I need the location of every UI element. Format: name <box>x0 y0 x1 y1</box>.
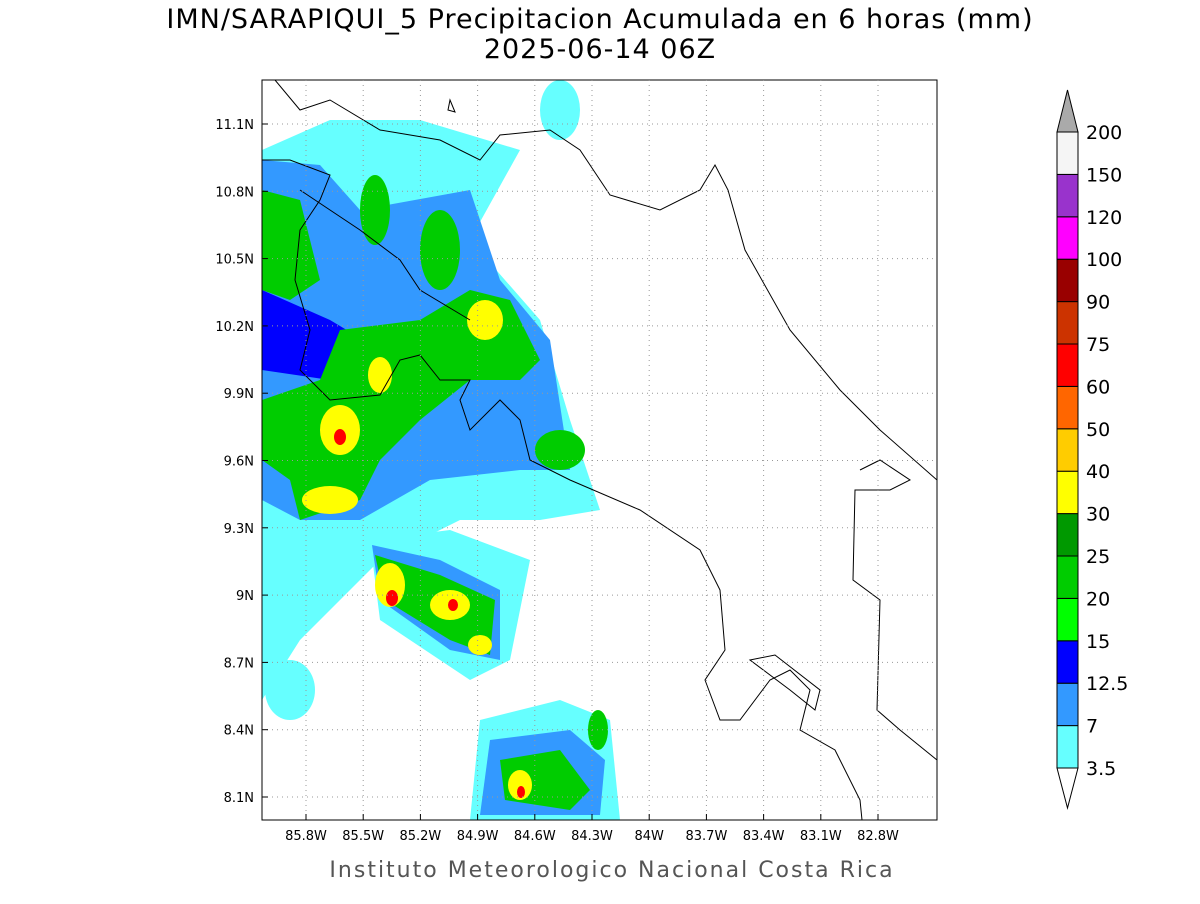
precipitation-field <box>262 80 620 820</box>
lon-tick-label: 84W <box>635 829 665 844</box>
lat-tick-label: 9.6N <box>224 455 254 470</box>
lat-tick-label: 8.1N <box>224 791 254 806</box>
colorbar-box <box>1056 470 1079 515</box>
colorbar-box <box>1056 301 1079 345</box>
lat-tick-label: 8.7N <box>224 656 254 671</box>
colorbar-label: 15 <box>1086 631 1110 653</box>
lon-tick-label: 83.7W <box>686 829 728 844</box>
lat-tick-label: 10.5N <box>215 253 254 268</box>
lon-tick-label: 85.8W <box>285 829 327 844</box>
colorbar-box <box>1056 555 1079 599</box>
footer: Instituto Meteorologico Nacional Costa R… <box>329 858 894 883</box>
colorbar-label: 200 <box>1086 122 1122 144</box>
lat-tick-label: 9.9N <box>224 387 254 402</box>
colorbar-label: 75 <box>1086 334 1110 356</box>
colorbar-label: 30 <box>1086 504 1110 526</box>
colorbar-label: 40 <box>1086 461 1110 483</box>
colorbar-box <box>1056 173 1079 218</box>
colorbar-label: 150 <box>1086 164 1122 186</box>
colorbar-label: 120 <box>1086 207 1122 229</box>
lon-tick-label: 84.9W <box>457 829 499 844</box>
lon-tick-label: 85.2W <box>399 829 441 844</box>
colorbar-label: 25 <box>1086 546 1110 568</box>
colorbar-label: 100 <box>1086 249 1122 271</box>
colorbar-over <box>1056 89 1079 133</box>
colorbar-box <box>1056 216 1079 260</box>
coastlines <box>262 80 937 820</box>
lat-tick-label: 10.2N <box>215 320 254 335</box>
colorbar-label: 60 <box>1086 376 1110 398</box>
lon-tick-label: 84.6W <box>514 829 556 844</box>
colorbar-label: 20 <box>1086 588 1110 610</box>
colorbar-box <box>1056 597 1079 642</box>
lat-tick-label: 8.4N <box>224 724 254 739</box>
lat-tick-label: 9.3N <box>224 522 254 537</box>
lon-tick-label: 83.4W <box>743 829 785 844</box>
lon-tick-label: 85.5W <box>342 829 384 844</box>
colorbar-box <box>1056 428 1079 472</box>
lat-tick-label: 9N <box>236 589 254 604</box>
lon-tick-label: 84.3W <box>571 829 613 844</box>
colorbar-label: 3.5 <box>1086 758 1116 780</box>
colorbar-box <box>1056 385 1079 430</box>
colorbar-label: 7 <box>1086 716 1098 738</box>
colorbar-box <box>1056 513 1079 557</box>
colorbar-label: 50 <box>1086 419 1110 441</box>
colorbar-box <box>1056 343 1079 387</box>
colorbar-label: 90 <box>1086 292 1110 314</box>
colorbar-box <box>1056 258 1079 303</box>
colorbar-box <box>1056 131 1079 175</box>
lon-tick-label: 82.8W <box>857 829 899 844</box>
title: IMN/SARAPIQUI_5 Precipitacion Acumulada … <box>166 4 1033 35</box>
colorbar-box <box>1056 725 1079 769</box>
lat-tick-label: 11.1N <box>215 118 254 133</box>
colorbar-under <box>1056 767 1079 810</box>
colorbar-box <box>1056 682 1079 727</box>
lon-tick-label: 83.1W <box>800 829 842 844</box>
colorbar-label: 12.5 <box>1086 673 1128 695</box>
subtitle: 2025-06-14 06Z <box>484 34 716 65</box>
map-frame <box>261 79 938 821</box>
lat-tick-label: 10.8N <box>215 185 254 200</box>
colorbar-box <box>1056 640 1079 684</box>
